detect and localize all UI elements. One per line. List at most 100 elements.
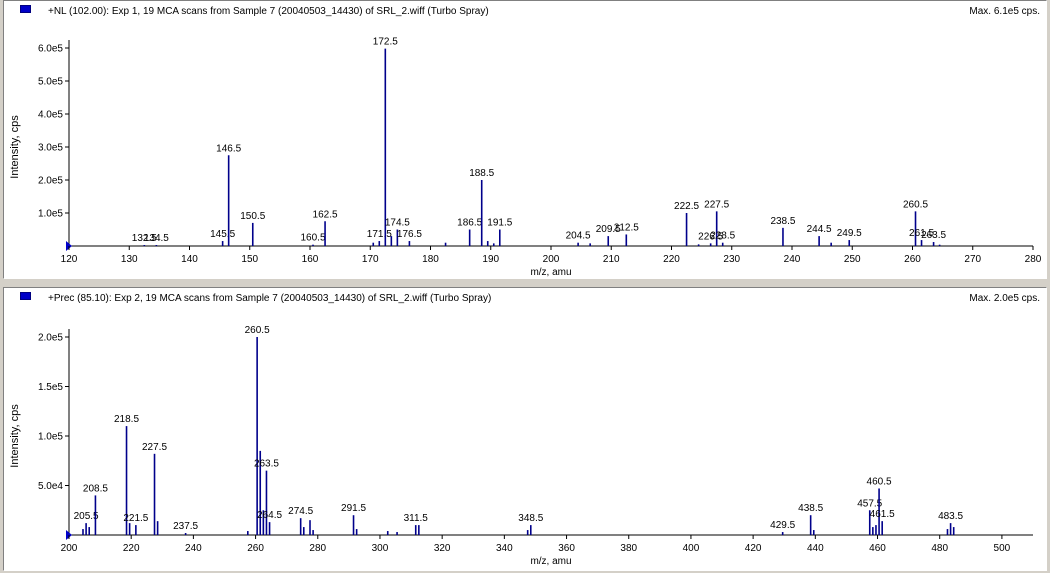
y-tick-label: 4.0e5 <box>38 110 63 121</box>
x-tick-label: 210 <box>603 254 620 265</box>
spectrum-panel-prec: +Prec (85.10): Exp 2, 19 MCA scans from … <box>3 287 1047 571</box>
x-tick-label: 250 <box>844 254 861 265</box>
peak-label: 438.5 <box>798 503 823 514</box>
peak-label: 261.5 <box>909 228 934 239</box>
x-tick-label: 320 <box>434 543 451 554</box>
x-tick-label: 500 <box>994 543 1011 554</box>
peak-label: 205.5 <box>74 511 99 522</box>
x-tick-label: 190 <box>482 254 499 265</box>
peak-label: 209.5 <box>596 224 621 235</box>
nl-spectrum-chart[interactable]: 120 130 140 150 160 170 180 190 200 210 220 230 240 2… <box>4 1 1046 278</box>
x-axis-title: m/z, amu <box>530 556 571 567</box>
x-tick-label: 240 <box>185 543 202 554</box>
y-tick-label: 1.5e5 <box>38 382 63 393</box>
pane-select-icon[interactable] <box>20 292 31 300</box>
peak-label: 212.5 <box>614 222 639 233</box>
x-tick-label: 200 <box>543 254 560 265</box>
peak-label: 172.5 <box>373 37 398 48</box>
peak-label: 132.5 <box>132 233 157 244</box>
y-tick-label: 5.0e4 <box>38 481 63 492</box>
peak-label: 191.5 <box>487 218 512 229</box>
y-axis-title: Intensity, cps <box>9 404 21 468</box>
peak-label: 348.5 <box>518 513 543 524</box>
peak-label: 457.5 <box>857 498 882 509</box>
peak-label: 150.5 <box>240 211 265 222</box>
x-tick-label: 170 <box>362 254 379 265</box>
y-tick-label: 2.0e5 <box>38 333 63 344</box>
peak-label: 244.5 <box>807 224 832 235</box>
x-tick-label: 380 <box>620 543 637 554</box>
spectrum-panel-nl: +NL (102.00): Exp 1, 19 MCA scans from S… <box>3 0 1047 279</box>
y-tick-label: 5.0e5 <box>38 77 63 88</box>
peak-label: 222.5 <box>674 201 699 212</box>
prec-spectrum-chart[interactable]: 200 220 240 260 280 300 320 340 360 380 400 420 440 4… <box>4 288 1046 570</box>
panel-title: +Prec (85.10): Exp 2, 19 MCA scans from … <box>48 293 492 304</box>
x-tick-label: 480 <box>931 543 948 554</box>
x-tick-label: 460 <box>869 543 886 554</box>
x-axis-title: m/z, amu <box>530 267 571 278</box>
y-tick-label: 3.0e5 <box>38 143 63 154</box>
x-tick-label: 260 <box>247 543 264 554</box>
x-tick-label: 220 <box>123 543 140 554</box>
x-tick-label: 440 <box>807 543 824 554</box>
x-tick-label: 240 <box>784 254 801 265</box>
peak-label: 145.5 <box>210 229 235 240</box>
x-tick-label: 270 <box>964 254 981 265</box>
x-tick-label: 160 <box>302 254 319 265</box>
peak-label: 260.5 <box>245 325 270 336</box>
x-tick-label: 340 <box>496 543 513 554</box>
peak-label: 260.5 <box>903 199 928 210</box>
peak-label: 238.5 <box>770 216 795 227</box>
peak-label: 186.5 <box>457 218 482 229</box>
x-tick-label: 180 <box>422 254 439 265</box>
y-tick-label: 2.0e5 <box>38 176 63 187</box>
peak-label: 174.5 <box>385 218 410 229</box>
x-tick-label: 140 <box>181 254 198 265</box>
x-tick-label: 280 <box>1025 254 1042 265</box>
panel-title: +NL (102.00): Exp 1, 19 MCA scans from S… <box>48 6 489 17</box>
peak-label: 208.5 <box>83 483 108 494</box>
x-tick-label: 300 <box>372 543 389 554</box>
peak-label: 221.5 <box>123 513 148 524</box>
peak-label: 188.5 <box>469 168 494 179</box>
x-tick-label: 220 <box>663 254 680 265</box>
peak-label: 249.5 <box>837 228 862 239</box>
peak-label: 134.5 <box>144 233 169 244</box>
y-tick-label: 1.0e5 <box>38 209 63 220</box>
peak-label: 263.5 <box>921 230 946 241</box>
peak-label: 264.5 <box>257 510 282 521</box>
peak-label: 429.5 <box>770 520 795 531</box>
x-tick-label: 230 <box>723 254 740 265</box>
x-tick-label: 280 <box>309 543 326 554</box>
peak-label: 460.5 <box>867 476 892 487</box>
peak-label: 218.5 <box>114 414 139 425</box>
x-tick-label: 400 <box>683 543 700 554</box>
peak-label: 263.5 <box>254 459 279 470</box>
peak-label: 228.5 <box>710 231 735 242</box>
peak-label: 461.5 <box>870 509 895 520</box>
x-tick-label: 130 <box>121 254 138 265</box>
panel-header: +Prec (85.10): Exp 2, 19 MCA scans from … <box>4 288 1046 306</box>
x-tick-label: 360 <box>558 543 575 554</box>
x-tick-label: 260 <box>904 254 921 265</box>
pane-select-icon[interactable] <box>20 5 31 13</box>
peak-label: 226.5 <box>698 231 723 242</box>
peak-label: 160.5 <box>300 233 325 244</box>
peak-label: 311.5 <box>404 513 429 524</box>
y-tick-label: 1.0e5 <box>38 432 63 443</box>
peak-label: 171.5 <box>367 229 392 240</box>
x-tick-label: 200 <box>61 543 78 554</box>
x-tick-label: 120 <box>61 254 78 265</box>
peak-label: 274.5 <box>288 506 313 517</box>
peak-label: 204.5 <box>566 231 591 242</box>
x-tick-label: 150 <box>241 254 258 265</box>
peak-label: 162.5 <box>313 209 338 220</box>
max-intensity-label: Max. 2.0e5 cps. <box>969 293 1040 304</box>
peak-label: 227.5 <box>142 442 167 453</box>
y-axis-title: Intensity, cps <box>9 115 21 179</box>
peak-label: 227.5 <box>704 199 729 210</box>
peak-label: 483.5 <box>938 511 963 522</box>
max-intensity-label: Max. 6.1e5 cps. <box>969 6 1040 17</box>
peak-label: 146.5 <box>216 143 241 154</box>
panel-header: +NL (102.00): Exp 1, 19 MCA scans from S… <box>4 1 1046 19</box>
